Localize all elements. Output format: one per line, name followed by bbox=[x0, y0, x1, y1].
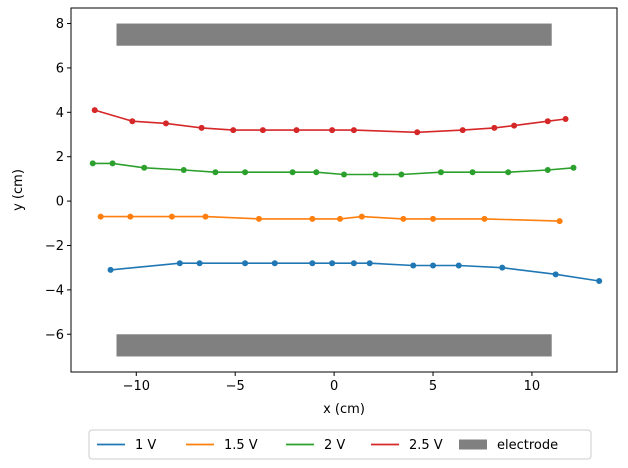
data-point-1-v bbox=[430, 262, 437, 269]
series-line-2-v bbox=[92, 162, 574, 176]
data-point-1-5-v bbox=[337, 215, 344, 222]
data-point-1-v bbox=[350, 260, 357, 267]
x-tick-label: 10 bbox=[524, 379, 541, 394]
y-axis-label: y (cm) bbox=[11, 169, 26, 211]
legend-box bbox=[88, 429, 592, 460]
plot-area bbox=[89, 23, 603, 357]
data-point-2-5-v bbox=[491, 124, 498, 131]
x-tick-label: −5 bbox=[226, 379, 245, 394]
data-point-2-v bbox=[469, 169, 476, 176]
legend-label-2-v: 2 V bbox=[324, 438, 345, 453]
data-point-1-v bbox=[455, 262, 462, 269]
data-point-1-5-v bbox=[309, 215, 316, 222]
legend-label-2-5-v: 2.5 V bbox=[409, 438, 443, 453]
data-point-2-5-v bbox=[562, 115, 569, 122]
data-point-2-5-v bbox=[198, 124, 205, 131]
data-point-2-v bbox=[141, 164, 148, 171]
data-point-1-5-v bbox=[481, 215, 488, 222]
data-point-2-5-v bbox=[91, 107, 98, 114]
data-point-2-v bbox=[212, 169, 219, 176]
data-point-1-v bbox=[366, 260, 373, 267]
data-point-2-5-v bbox=[129, 118, 136, 125]
data-point-1-v bbox=[410, 262, 417, 269]
series-line-1-5-v bbox=[100, 215, 560, 222]
data-point-2-5-v bbox=[162, 120, 169, 127]
y-tick-label: −4 bbox=[45, 283, 64, 298]
data-point-1-v bbox=[242, 260, 249, 267]
data-point-2-v bbox=[570, 164, 577, 171]
data-point-1-5-v bbox=[202, 213, 209, 220]
data-point-2-v bbox=[289, 169, 296, 176]
x-tick-label: −10 bbox=[123, 379, 150, 394]
data-point-1-5-v bbox=[556, 218, 563, 225]
y-tick-label: 4 bbox=[56, 106, 64, 121]
data-point-1-v bbox=[329, 260, 336, 267]
data-point-1-v bbox=[596, 278, 603, 284]
y-tick-label: 2 bbox=[56, 150, 64, 165]
data-point-2-5-v bbox=[414, 129, 421, 136]
data-point-2-v bbox=[242, 169, 249, 176]
legend-label-1-5-v: 1.5 V bbox=[224, 438, 258, 453]
data-point-2-5-v bbox=[230, 127, 237, 134]
legend-label-electrode: electrode bbox=[497, 438, 558, 453]
data-point-1-v bbox=[499, 264, 506, 271]
legend-entry-1-v: 1 V bbox=[97, 438, 156, 453]
x-tick-label: 5 bbox=[429, 379, 437, 394]
plot-frame bbox=[70, 7, 618, 373]
data-point-2-v bbox=[372, 171, 379, 178]
axes: −10 −5 0 5 10 −6 −4 −2 0 2 4 6 8 bbox=[45, 7, 618, 394]
data-point-2-5-v bbox=[544, 118, 551, 125]
y-tick-label: −2 bbox=[45, 239, 64, 254]
data-point-1-5-v bbox=[400, 215, 407, 222]
data-point-1-v bbox=[271, 260, 278, 267]
data-point-2-5-v bbox=[329, 127, 336, 134]
x-axis-label: x (cm) bbox=[323, 402, 365, 417]
y-tick-label: 6 bbox=[56, 61, 64, 76]
data-point-2-5-v bbox=[259, 127, 266, 134]
data-point-2-v bbox=[437, 169, 444, 176]
data-point-2-5-v bbox=[293, 127, 300, 134]
data-point-1-v bbox=[176, 260, 183, 267]
data-point-2-v bbox=[89, 160, 96, 167]
data-point-1-5-v bbox=[97, 213, 104, 220]
y-tick-label: 8 bbox=[56, 17, 64, 32]
data-point-2-v bbox=[313, 169, 320, 176]
data-point-1-5-v bbox=[358, 213, 365, 220]
data-point-2-v bbox=[505, 169, 512, 176]
data-point-2-v bbox=[398, 171, 405, 178]
electrode-top bbox=[116, 23, 552, 46]
y-tick-label: 0 bbox=[56, 195, 64, 210]
x-tick-label: 0 bbox=[330, 379, 338, 394]
y-tick-label: −6 bbox=[45, 328, 64, 343]
legend-entry-electrode: electrode bbox=[459, 438, 558, 453]
data-point-1-5-v bbox=[430, 215, 437, 222]
data-point-2-v bbox=[341, 171, 347, 178]
data-point-1-v bbox=[196, 260, 203, 267]
data-point-1-v bbox=[309, 260, 316, 267]
data-point-1-v bbox=[552, 271, 559, 278]
legend-swatch-electrode bbox=[459, 439, 487, 450]
data-point-1-5-v bbox=[127, 213, 134, 220]
data-point-2-v bbox=[109, 160, 116, 167]
electrode-bottom bbox=[116, 334, 552, 357]
legend-entry-2-5-v: 2.5 V bbox=[371, 438, 443, 453]
data-point-2-5-v bbox=[459, 127, 466, 134]
data-point-2-v bbox=[544, 167, 551, 174]
legend: 1 V 1.5 V 2 V 2.5 V electrode bbox=[88, 429, 592, 460]
data-point-2-v bbox=[180, 167, 187, 174]
legend-entry-2-v: 2 V bbox=[286, 438, 345, 453]
data-point-2-5-v bbox=[350, 127, 357, 134]
legend-entry-1-5-v: 1.5 V bbox=[186, 438, 258, 453]
data-point-1-5-v bbox=[168, 213, 175, 220]
data-point-2-5-v bbox=[511, 122, 518, 129]
legend-label-1-v: 1 V bbox=[135, 438, 156, 453]
data-point-1-v bbox=[107, 266, 114, 273]
data-point-1-5-v bbox=[255, 215, 262, 222]
